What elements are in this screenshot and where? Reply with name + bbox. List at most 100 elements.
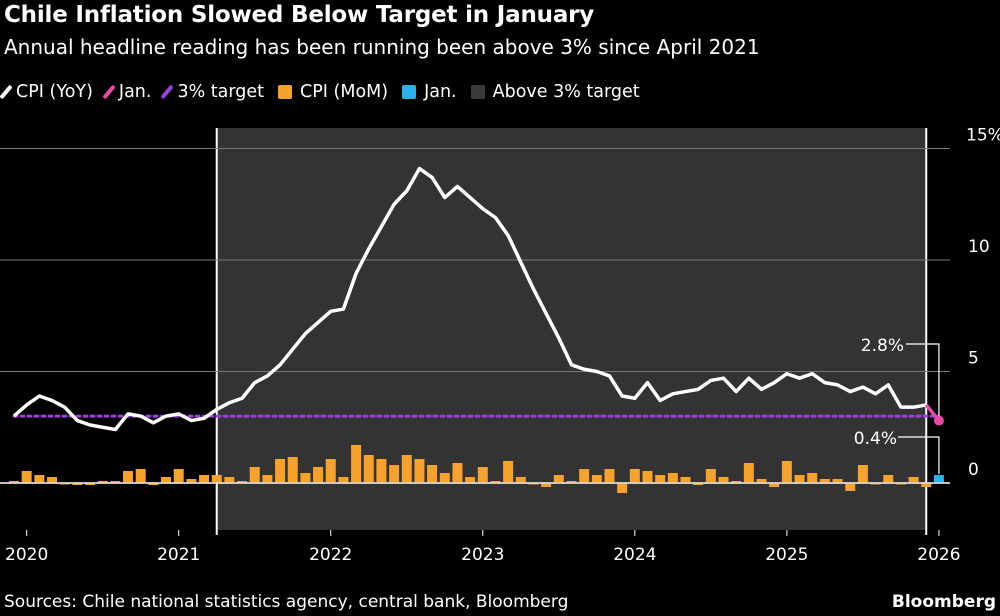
mom-bar bbox=[693, 483, 704, 485]
mom-bar bbox=[756, 479, 767, 483]
x-tick-label: 2022 bbox=[309, 545, 352, 565]
legend-item: Jan. bbox=[102, 82, 152, 102]
x-tick-label: 2023 bbox=[461, 545, 504, 565]
mom-bar bbox=[427, 465, 438, 483]
mom-bar bbox=[34, 475, 45, 483]
mom-bar bbox=[85, 483, 96, 485]
mom-bar bbox=[794, 475, 805, 483]
annotation-label-yoy: 2.8% bbox=[861, 336, 904, 356]
mom-bar bbox=[769, 483, 780, 487]
mom-bar bbox=[819, 479, 830, 483]
mom-bar bbox=[351, 445, 362, 483]
mom-bar bbox=[667, 473, 678, 483]
mom-bar bbox=[439, 473, 450, 483]
mom-bar bbox=[845, 483, 856, 491]
mom-bar bbox=[110, 481, 121, 483]
mom-bar bbox=[300, 473, 311, 483]
mom-bar bbox=[376, 459, 387, 483]
mom-bar bbox=[515, 477, 526, 483]
mom-bar bbox=[832, 479, 843, 483]
mom-bar bbox=[237, 481, 248, 483]
legend-item: CPI (YoY) bbox=[0, 82, 93, 102]
mom-bar bbox=[262, 475, 273, 483]
mom-bar bbox=[490, 481, 501, 483]
mom-bar bbox=[807, 473, 818, 483]
legend-box-swatch-icon bbox=[470, 85, 485, 99]
mom-bar bbox=[642, 471, 653, 483]
yoy-line bbox=[12, 166, 927, 432]
mom-bar bbox=[857, 465, 868, 483]
mom-bar bbox=[325, 459, 336, 483]
chart-plot: 15% 10 5 0 2020 2021 2022 2023 2024 2025 2026 2.8% 0… bbox=[0, 126, 1000, 565]
legend-label: 3% target bbox=[177, 82, 265, 102]
mom-bar bbox=[566, 481, 577, 483]
legend: CPI (YoY) Jan. 3% target CPI (MoM) Jan. Above… bbox=[0, 82, 640, 102]
legend-box-swatch-icon bbox=[402, 85, 417, 99]
brand-logo: Bloomberg bbox=[891, 592, 996, 612]
mom-bar bbox=[211, 475, 222, 483]
mom-bar bbox=[72, 483, 83, 485]
mom-bar bbox=[921, 483, 932, 487]
mom-bar bbox=[47, 477, 58, 483]
legend-box-swatch-icon bbox=[278, 85, 293, 99]
mom-bar bbox=[503, 461, 514, 483]
y-tick-label: 15% bbox=[966, 126, 1000, 146]
x-tick-label: 2024 bbox=[613, 545, 656, 565]
mom-bar bbox=[186, 479, 197, 483]
mom-bar bbox=[249, 467, 260, 483]
mom-bar bbox=[135, 469, 146, 483]
chart-title: Chile Inflation Slowed Below Target in J… bbox=[4, 2, 595, 28]
mom-bar bbox=[731, 481, 742, 483]
mom-bar bbox=[579, 469, 590, 483]
mom-bar bbox=[705, 469, 716, 483]
legend-item: 3% target bbox=[160, 82, 265, 102]
mom-bar bbox=[275, 459, 286, 483]
annotation-leader-yoy bbox=[906, 343, 940, 416]
legend-label: Jan. bbox=[424, 82, 457, 102]
mom-bar bbox=[781, 461, 792, 483]
mom-bar bbox=[287, 457, 298, 483]
mom-bar bbox=[123, 471, 134, 483]
mom-bar bbox=[363, 455, 374, 483]
mom-bar bbox=[148, 483, 159, 485]
annotation-leader-mom bbox=[898, 436, 940, 474]
mom-bar bbox=[313, 467, 324, 483]
x-tick-label: 2026 bbox=[917, 545, 960, 565]
mom-bar bbox=[338, 477, 349, 483]
x-tick-label: 2025 bbox=[765, 545, 808, 565]
y-tick-label: 0 bbox=[968, 460, 979, 480]
source-note: Sources: Chile national statistics agenc… bbox=[4, 592, 569, 612]
mom-bar bbox=[477, 467, 488, 483]
legend-label: CPI (YoY) bbox=[16, 82, 93, 102]
y-tick-label: 10 bbox=[968, 237, 990, 257]
y-tick-label: 5 bbox=[968, 349, 979, 369]
legend-label: Above 3% target bbox=[492, 82, 640, 102]
mom-bar bbox=[883, 475, 894, 483]
mom-bar bbox=[553, 475, 564, 483]
x-tick-label: 2021 bbox=[157, 545, 200, 565]
mom-bar bbox=[97, 481, 108, 483]
legend-label: Jan. bbox=[118, 82, 152, 102]
mom-bar bbox=[452, 463, 463, 483]
above-target-shading bbox=[216, 128, 927, 530]
mom-bar bbox=[680, 477, 691, 483]
mom-bar bbox=[604, 469, 615, 483]
mom-bar bbox=[541, 483, 552, 487]
mom-bar bbox=[414, 459, 425, 483]
mom-bar bbox=[161, 477, 172, 483]
mom-bar bbox=[389, 465, 400, 483]
mom-bar bbox=[718, 477, 729, 483]
legend-item: CPI (MoM) bbox=[278, 82, 388, 102]
mom-bar bbox=[21, 471, 32, 483]
legend-item: Jan. bbox=[402, 82, 457, 102]
yoy-latest-point bbox=[933, 415, 944, 426]
annotation-label-mom: 0.4% bbox=[854, 429, 897, 449]
mom-bar bbox=[173, 469, 184, 483]
mom-bar bbox=[9, 481, 19, 483]
mom-bar bbox=[655, 475, 666, 483]
mom-bar bbox=[629, 469, 640, 483]
mom-bar bbox=[465, 477, 476, 483]
mom-bar bbox=[199, 475, 210, 483]
legend-label: CPI (MoM) bbox=[300, 82, 389, 102]
mom-bar bbox=[591, 475, 602, 483]
